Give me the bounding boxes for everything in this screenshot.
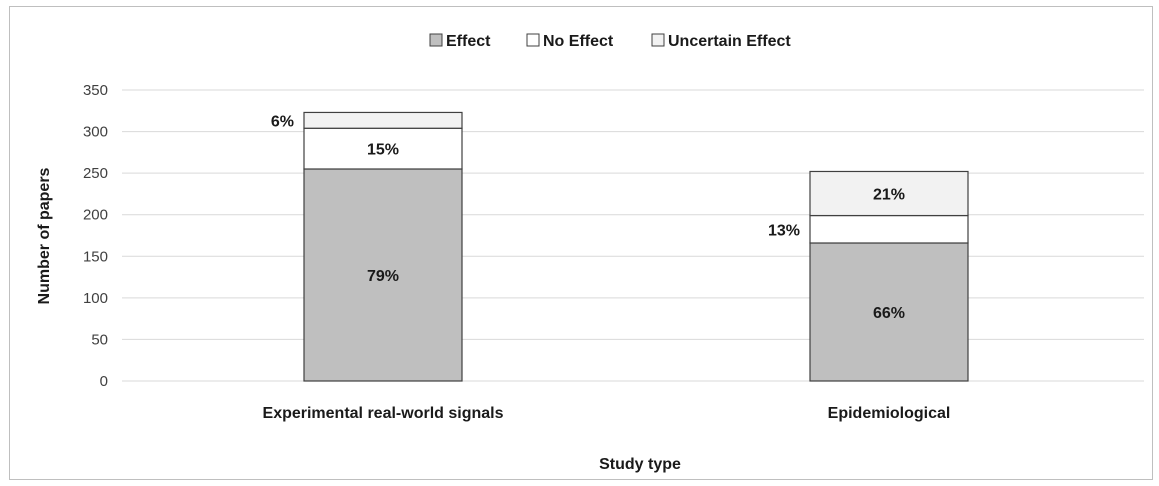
segment-percent-label: 66% bbox=[873, 305, 905, 322]
legend-label: Uncertain Effect bbox=[668, 33, 791, 50]
y-axis-title: Number of papers bbox=[36, 167, 53, 304]
segment-percent-label: 13% bbox=[768, 222, 800, 239]
y-tick-label: 350 bbox=[83, 82, 108, 99]
bar-segment-effect bbox=[303, 168, 463, 382]
y-tick-label: 300 bbox=[83, 124, 108, 141]
x-category-label: Epidemiological bbox=[828, 405, 951, 422]
y-tick-labels: 0 50 100 150 200 250 300 350 bbox=[83, 82, 108, 390]
bars bbox=[303, 111, 969, 382]
legend-swatch-uncertain-effect bbox=[651, 33, 665, 47]
y-tick-label: 150 bbox=[83, 248, 108, 265]
y-tick-label: 200 bbox=[83, 207, 108, 224]
segment-percent-label: 15% bbox=[367, 142, 399, 159]
x-category-label: Experimental real-world signals bbox=[263, 405, 504, 422]
legend-label: Effect bbox=[446, 33, 491, 50]
y-tick-label: 50 bbox=[91, 331, 108, 348]
y-tick-label: 100 bbox=[83, 290, 108, 307]
legend-label: No Effect bbox=[543, 33, 614, 50]
bar-segment-uncertain-effect bbox=[303, 111, 463, 129]
y-tick-label: 250 bbox=[83, 165, 108, 182]
bar-segment-no-effect bbox=[303, 127, 463, 170]
segment-percent-label: 79% bbox=[367, 268, 399, 285]
segment-percent-label: 21% bbox=[873, 187, 905, 204]
gridlines bbox=[122, 89, 1144, 382]
bar-segment-uncertain-effect bbox=[809, 170, 969, 217]
x-category-labels: Experimental real-world signals Epidemiol… bbox=[263, 405, 951, 422]
x-axis-title: Study type bbox=[599, 456, 681, 473]
legend: Effect No Effect Uncertain Effect bbox=[429, 33, 791, 50]
y-tick-label: 0 bbox=[100, 373, 108, 390]
legend-swatch-effect bbox=[429, 33, 443, 47]
legend-swatch-no-effect bbox=[526, 33, 540, 47]
bar-segment-effect bbox=[809, 242, 969, 382]
segment-percent-label: 6% bbox=[271, 113, 294, 130]
bar-segment-no-effect bbox=[809, 214, 969, 244]
segment-labels: 79% 15% 6% 66% 13% 21% bbox=[271, 113, 905, 322]
